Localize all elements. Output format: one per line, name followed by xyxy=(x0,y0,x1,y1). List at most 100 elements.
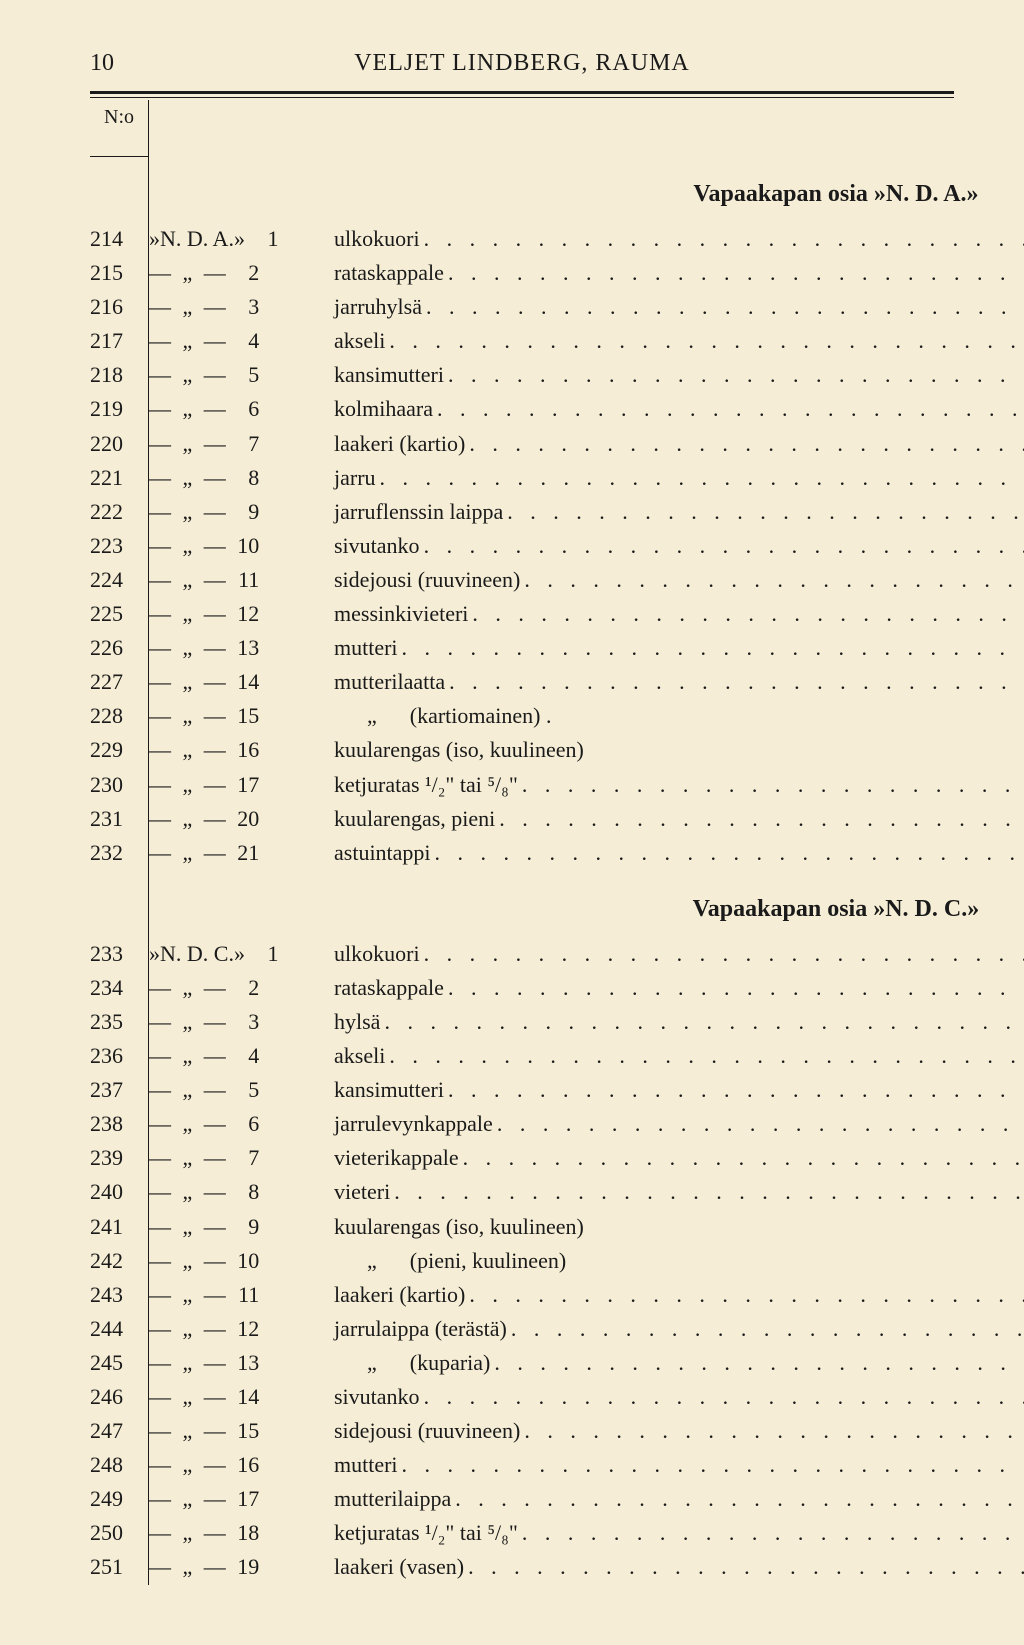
item-description: ketjuratas ¹/₂" tai ⁵/₈" xyxy=(334,1516,518,1550)
item-no: 246 xyxy=(90,1380,149,1414)
leader-dots xyxy=(390,1175,1024,1209)
section-title: Vapaakapan osia »N. D. C.» xyxy=(149,878,1024,937)
item-designation: — „ — 12 xyxy=(149,1312,334,1346)
item-body: — „ — 17mutterilaippa„ „ xyxy=(149,1482,1024,1516)
table-row: 222— „ — 9jarruflenssin laippa„ „12— xyxy=(90,495,1024,529)
item-no: 240 xyxy=(90,1175,149,1209)
table-row: 226— „ — 13mutteri„ „150 xyxy=(90,631,1024,665)
item-designation: — „ — 13 xyxy=(149,1346,334,1380)
item-designation: — „ — 2 xyxy=(149,971,334,1005)
table-row: 241— „ — 9kuularengas (iso, kuulineen)„ … xyxy=(90,1210,1024,1244)
item-no: 237 xyxy=(90,1073,149,1107)
table-row: 229— „ — 16kuularengas (iso, kuulineen)„… xyxy=(90,733,1024,767)
item-body: — „ — 11sidejousi (ruuvineen)„ „ xyxy=(149,563,1024,597)
item-body: — „ — 12jarrulaippa (terästä)„ „ xyxy=(149,1312,1024,1346)
item-description: „ (kuparia) xyxy=(334,1346,490,1380)
item-description: sidejousi (ruuvineen) xyxy=(334,1414,520,1448)
leader-dots xyxy=(433,392,1024,426)
table-row: 249— „ — 17mutterilaippa„ „1— xyxy=(90,1482,1024,1516)
item-designation: — „ — 12 xyxy=(149,597,334,631)
item-body: — „ — 18ketjuratas ¹/₂" tai ⁵/₈"„ „ xyxy=(149,1516,1024,1550)
item-designation: — „ — 18 xyxy=(149,1516,334,1550)
item-designation: — „ — 6 xyxy=(149,1107,334,1141)
leader-dots xyxy=(385,324,1024,358)
table-row: 250— „ — 18ketjuratas ¹/₂" tai ⁵/₈"„ „12… xyxy=(90,1516,1024,1550)
item-designation: — „ — 19 xyxy=(149,1550,334,1584)
item-designation: — „ — 7 xyxy=(149,427,334,461)
leader-dots xyxy=(431,836,1024,870)
table-row: 214»N. D. A.» 1ulkokuoriper kpl.50— xyxy=(90,222,1024,256)
item-description: vieteri xyxy=(334,1175,390,1209)
leader-dots xyxy=(465,427,1024,461)
item-no: 234 xyxy=(90,971,149,1005)
leader-dots xyxy=(385,1039,1024,1073)
col-header-body xyxy=(149,100,1024,154)
item-body: — „ — 16kuularengas (iso, kuulineen)„ „ xyxy=(149,733,1024,767)
item-body: — „ — 11laakeri (kartio)„ „ xyxy=(149,1278,1024,1312)
item-designation: — „ — 4 xyxy=(149,1039,334,1073)
table-row: 221— „ — 8jarru„ „30— xyxy=(90,461,1024,495)
table-row: 237— „ — 5kansimutteri„ „8— xyxy=(90,1073,1024,1107)
table-row: 246— „ — 14sivutanko„ „20— xyxy=(90,1380,1024,1414)
item-no: 221 xyxy=(90,461,149,495)
item-description: kuularengas, pieni xyxy=(334,802,495,836)
item-no: 247 xyxy=(90,1414,149,1448)
item-body: — „ — 4akseli„ „ xyxy=(149,324,1024,358)
item-description: kuularengas (iso, kuulineen) xyxy=(334,733,584,767)
item-description: sivutanko xyxy=(334,1380,420,1414)
item-description: jarrulaippa (terästä) xyxy=(334,1312,507,1346)
table-row: 251— „ — 19laakeri (vasen)„ „25— xyxy=(90,1550,1024,1584)
item-no: 242 xyxy=(90,1244,149,1278)
item-designation: — „ — 13 xyxy=(149,631,334,665)
item-body: — „ — 15 „ (kartiomainen) .„ „ xyxy=(149,699,1024,733)
item-description: messinkivieteri xyxy=(334,597,468,631)
item-designation: — „ — 8 xyxy=(149,1175,334,1209)
item-description: sidejousi (ruuvineen) xyxy=(334,563,520,597)
item-designation: — „ — 11 xyxy=(149,563,334,597)
table-row: 242— „ — 10 „ (pieni, kuulineen)„ „5— xyxy=(90,1244,1024,1278)
item-description: mutteri xyxy=(334,1448,398,1482)
table-row: 239— „ — 7vieterikappale„ „15— xyxy=(90,1141,1024,1175)
item-designation: — „ — 6 xyxy=(149,392,334,426)
table-row: 238— „ — 6jarrulevynkappale„ „28— xyxy=(90,1107,1024,1141)
item-no: 236 xyxy=(90,1039,149,1073)
item-no: 230 xyxy=(90,768,149,802)
item-body: — „ — 15sidejousi (ruuvineen)„ „ xyxy=(149,1414,1024,1448)
item-no: 228 xyxy=(90,699,149,733)
item-designation: — „ — 8 xyxy=(149,461,334,495)
section-title-row: Vapaakapan osia »N. D. A.» xyxy=(90,163,1024,222)
item-description: laakeri (kartio) xyxy=(334,427,465,461)
item-no: 216 xyxy=(90,290,149,324)
item-description: kansimutteri xyxy=(334,358,444,392)
leader-dots xyxy=(507,1312,1024,1346)
header-divider xyxy=(90,154,1024,163)
leader-dots xyxy=(420,529,1024,563)
leader-dots xyxy=(495,802,1024,836)
item-description: ulkokuori xyxy=(334,937,420,971)
table-row: 232— „ — 21astuintappi„ „2— xyxy=(90,836,1024,870)
table-row: 245— „ — 13 „ (kuparia)„ „4— xyxy=(90,1346,1024,1380)
leader-dots xyxy=(422,290,1024,324)
item-description: jarru xyxy=(334,461,376,495)
leader-dots xyxy=(468,597,1024,631)
item-description: rataskappale xyxy=(334,971,444,1005)
table-row: 218— „ — 5kansimutteri„ „8— xyxy=(90,358,1024,392)
item-description: mutteri xyxy=(334,631,398,665)
item-designation: »N. D. A.» 1 xyxy=(149,222,334,256)
item-body: — „ — 12messinkivieteri„ „ xyxy=(149,597,1024,631)
item-designation: — „ — 20 xyxy=(149,802,334,836)
item-designation: — „ — 5 xyxy=(149,1073,334,1107)
item-no: 218 xyxy=(90,358,149,392)
item-no: 238 xyxy=(90,1107,149,1141)
table-row: 223— „ — 10sivutanko„ „20— xyxy=(90,529,1024,563)
item-designation: — „ — 7 xyxy=(149,1141,334,1175)
item-designation: — „ — 16 xyxy=(149,733,334,767)
leader-dots xyxy=(420,222,1024,256)
item-description: ulkokuori xyxy=(334,222,420,256)
item-designation: — „ — 3 xyxy=(149,1005,334,1039)
table-row: 228— „ — 15 „ (kartiomainen) .„ „1— xyxy=(90,699,1024,733)
table-row: 236— „ — 4akseli„ „7— xyxy=(90,1039,1024,1073)
item-no: 226 xyxy=(90,631,149,665)
leader-dots xyxy=(398,1448,1024,1482)
leader-dots xyxy=(518,768,1024,802)
